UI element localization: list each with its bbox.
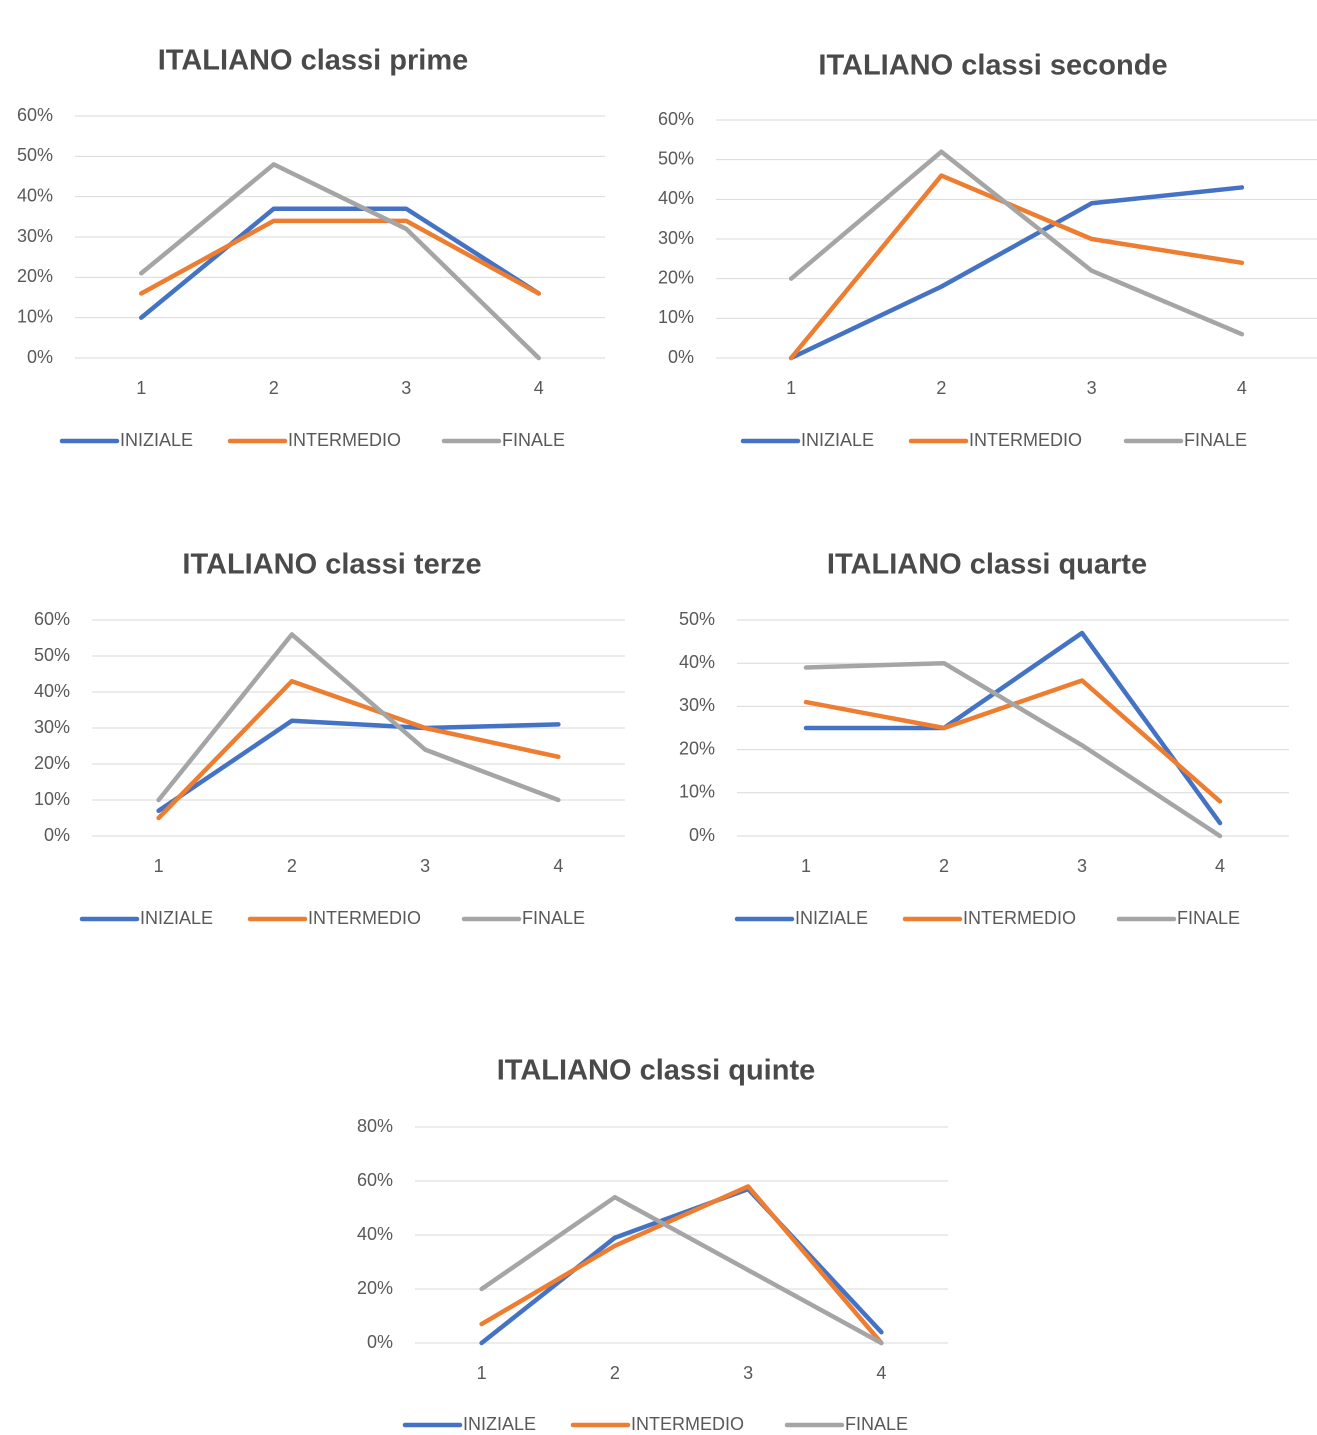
y-tick-label: 30% <box>17 226 53 246</box>
legend-label: INTERMEDIO <box>969 430 1082 450</box>
legend-label: INIZIALE <box>801 430 874 450</box>
y-tick-label: 10% <box>17 306 53 326</box>
y-tick-label: 60% <box>17 105 53 125</box>
chart-title: ITALIANO classi terze <box>182 549 481 581</box>
x-tick-label: 3 <box>1087 378 1097 398</box>
y-tick-label: 50% <box>34 645 70 665</box>
data-line <box>479 1184 884 1346</box>
x-tick-label: 1 <box>786 378 796 398</box>
data-line <box>156 632 561 803</box>
data-line <box>156 718 561 814</box>
y-tick-label: 0% <box>689 825 715 845</box>
y-tick-label: 10% <box>34 789 70 809</box>
legend-label: INTERMEDIO <box>288 430 401 450</box>
data-line <box>139 162 541 361</box>
data-line <box>788 185 1245 361</box>
y-tick-label: 20% <box>679 738 715 758</box>
data-line <box>479 1186 884 1346</box>
data-line <box>803 660 1223 839</box>
y-tick-label: 80% <box>357 1116 393 1136</box>
x-tick-label: 1 <box>477 1363 487 1383</box>
x-tick-label: 3 <box>401 378 411 398</box>
legend-label: INIZIALE <box>795 908 868 928</box>
legend-label: FINALE <box>502 430 565 450</box>
data-line <box>139 206 541 320</box>
y-tick-label: 30% <box>34 717 70 737</box>
y-tick-label: 50% <box>658 148 694 168</box>
chart-title: ITALIANO classi seconde <box>818 50 1167 82</box>
data-line <box>803 630 1223 826</box>
y-tick-label: 40% <box>357 1224 393 1244</box>
chart-title: ITALIANO classi quarte <box>827 549 1147 581</box>
legend-label: INTERMEDIO <box>963 908 1076 928</box>
y-tick-label: 0% <box>27 347 53 367</box>
y-tick-label: 20% <box>658 267 694 287</box>
data-line <box>788 173 1245 361</box>
y-tick-label: 0% <box>44 825 70 845</box>
x-tick-label: 4 <box>876 1363 886 1383</box>
chart-title: ITALIANO classi quinte <box>497 1055 816 1087</box>
y-tick-label: 50% <box>679 609 715 629</box>
y-tick-label: 40% <box>658 188 694 208</box>
data-line <box>139 218 541 296</box>
y-tick-label: 20% <box>357 1278 393 1298</box>
x-tick-label: 2 <box>936 378 946 398</box>
legend-label: FINALE <box>522 908 585 928</box>
x-tick-label: 4 <box>1237 378 1247 398</box>
x-tick-label: 2 <box>287 856 297 876</box>
x-tick-label: 3 <box>743 1363 753 1383</box>
x-tick-label: 4 <box>553 856 563 876</box>
y-tick-label: 0% <box>668 347 694 367</box>
y-tick-label: 20% <box>17 266 53 286</box>
legend-label: INIZIALE <box>463 1414 536 1434</box>
y-tick-label: 40% <box>679 652 715 672</box>
data-line <box>156 678 561 821</box>
y-tick-label: 0% <box>367 1332 393 1352</box>
y-tick-label: 50% <box>17 145 53 165</box>
legend-label: INTERMEDIO <box>308 908 421 928</box>
y-tick-label: 40% <box>17 185 53 205</box>
chart-title: ITALIANO classi prime <box>158 45 469 77</box>
x-tick-label: 2 <box>610 1363 620 1383</box>
x-tick-label: 2 <box>939 856 949 876</box>
y-tick-label: 40% <box>34 681 70 701</box>
legend-label: FINALE <box>1184 430 1247 450</box>
x-tick-label: 4 <box>534 378 544 398</box>
y-tick-label: 10% <box>679 782 715 802</box>
legend-label: INIZIALE <box>140 908 213 928</box>
x-tick-label: 4 <box>1215 856 1225 876</box>
y-tick-label: 10% <box>658 307 694 327</box>
y-tick-label: 60% <box>357 1170 393 1190</box>
legend-label: FINALE <box>1177 908 1240 928</box>
x-tick-label: 2 <box>269 378 279 398</box>
x-tick-label: 3 <box>1077 856 1087 876</box>
data-line <box>479 1194 884 1346</box>
data-line <box>788 149 1245 337</box>
y-tick-label: 20% <box>34 753 70 773</box>
legend-label: FINALE <box>845 1414 908 1434</box>
y-tick-label: 60% <box>34 609 70 629</box>
x-tick-label: 3 <box>420 856 430 876</box>
y-tick-label: 30% <box>679 695 715 715</box>
legend-label: INIZIALE <box>120 430 193 450</box>
y-tick-label: 30% <box>658 228 694 248</box>
x-tick-label: 1 <box>801 856 811 876</box>
x-tick-label: 1 <box>136 378 146 398</box>
y-tick-label: 60% <box>658 109 694 129</box>
legend-label: INTERMEDIO <box>631 1414 744 1434</box>
x-tick-label: 1 <box>154 856 164 876</box>
